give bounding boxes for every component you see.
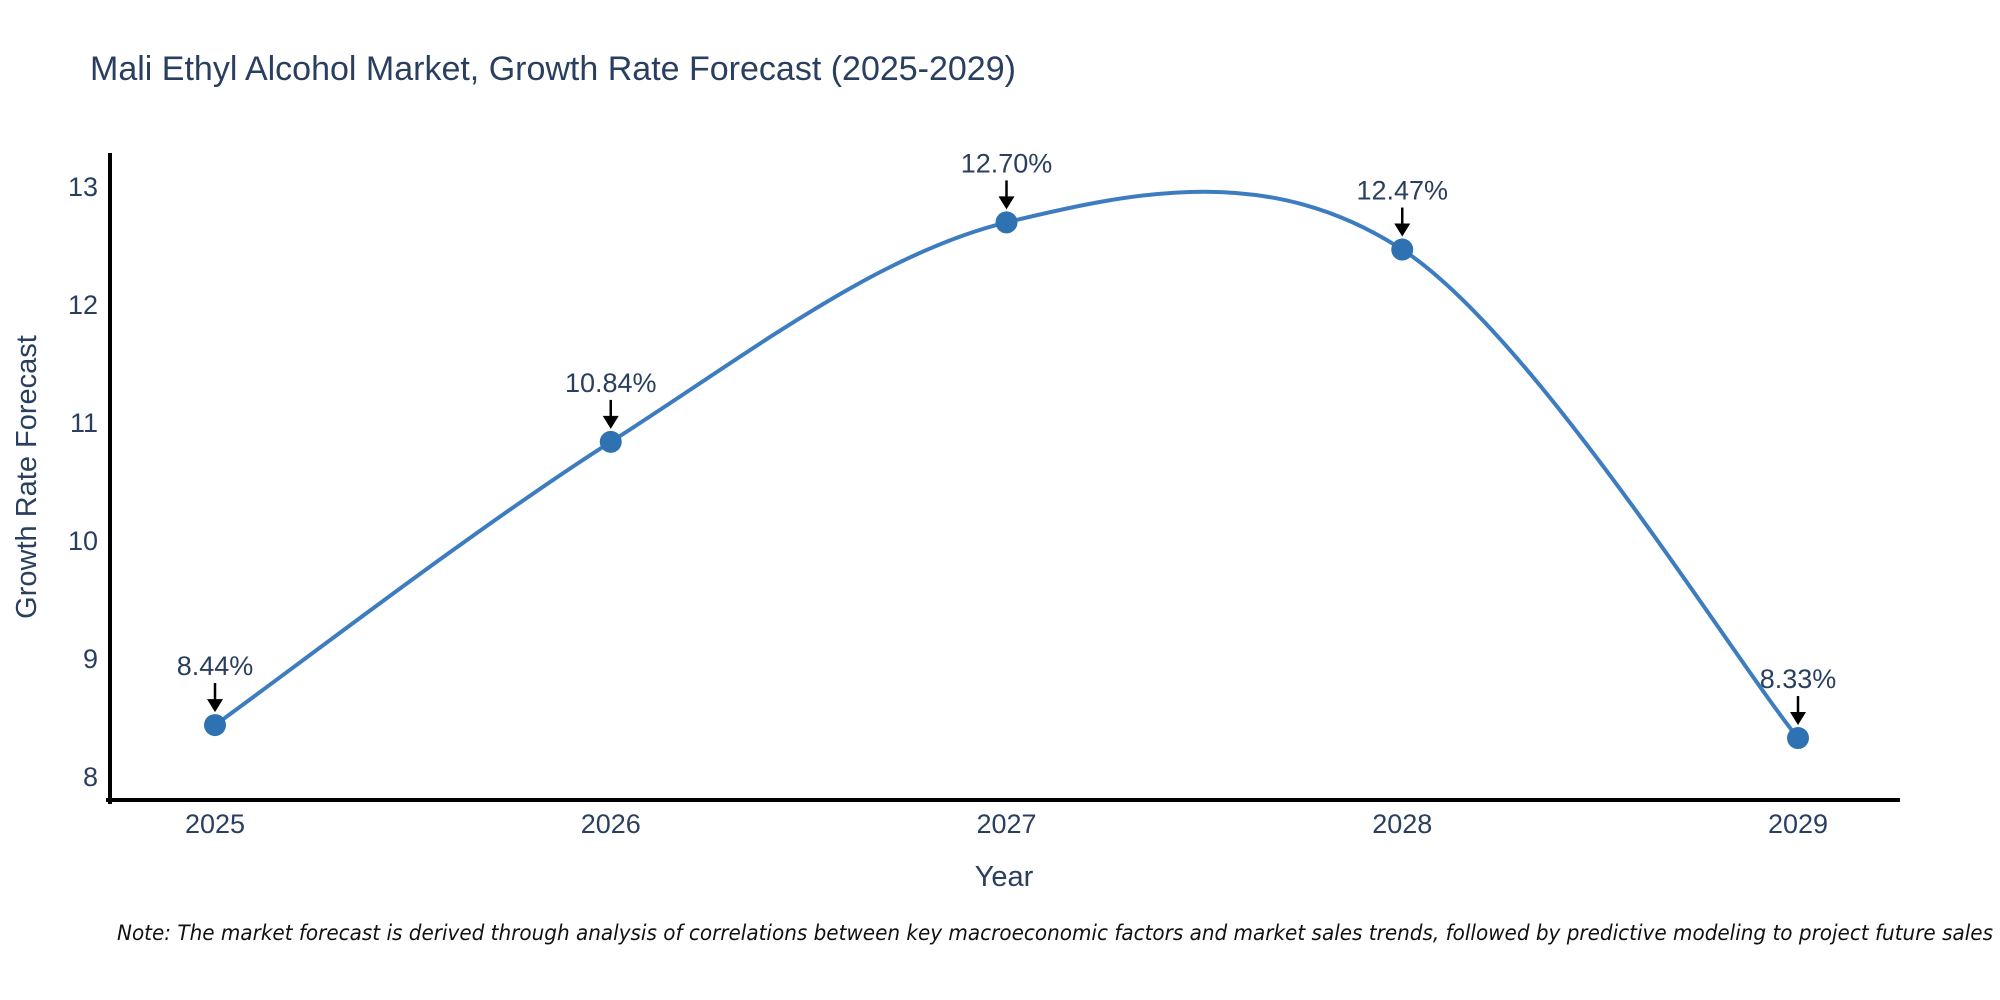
point-annotations: 8.44% 10.84% 12.70% 12.47% 8.33% — [177, 148, 1837, 726]
y-tick-label: 8 — [83, 762, 98, 792]
axes — [106, 153, 1900, 804]
annotation-arrow-head-icon — [1790, 712, 1806, 726]
point-annotation-label: 8.44% — [177, 651, 254, 681]
point-annotation: 10.84% — [565, 368, 657, 429]
x-tick-label: 2029 — [1768, 809, 1828, 839]
x-tick-label: 2026 — [581, 809, 641, 839]
point-annotation-label: 8.33% — [1760, 664, 1837, 694]
point-annotation: 8.44% — [177, 651, 254, 713]
annotation-arrow-head-icon — [602, 415, 619, 429]
y-tick-label: 10 — [68, 526, 98, 556]
data-point-marker — [599, 430, 622, 453]
footnote: Note: The market forecast is derived thr… — [117, 921, 1993, 945]
data-point-marker — [1787, 727, 1809, 750]
y-tick-label: 11 — [70, 408, 98, 438]
x-axis-label: Year — [975, 861, 1034, 893]
y-tick-label: 9 — [83, 644, 98, 674]
x-tick-label: 2025 — [185, 809, 245, 839]
chart-title: Mali Ethyl Alcohol Market, Growth Rate F… — [90, 50, 1016, 88]
y-axis-label: Growth Rate Forecast — [11, 335, 43, 619]
data-point-marker — [1391, 238, 1414, 261]
y-tick-label: 13 — [68, 172, 98, 202]
data-point-marker — [204, 714, 226, 737]
data-point-markers — [204, 211, 1809, 750]
point-annotation: 12.70% — [961, 148, 1053, 210]
data-point-marker — [995, 211, 1018, 234]
annotation-arrow-head-icon — [998, 196, 1015, 210]
point-annotation-label: 12.70% — [961, 148, 1053, 178]
y-tick-label: 12 — [68, 290, 98, 320]
forecast-spline-line — [213, 189, 1800, 741]
point-annotation: 12.47% — [1356, 176, 1448, 237]
x-tick-label: 2027 — [976, 809, 1036, 839]
point-annotation-label: 12.47% — [1356, 176, 1448, 206]
x-tick-label: 2028 — [1372, 809, 1432, 839]
y-axis-tick-labels: 8 9 10 11 12 13 — [68, 172, 98, 792]
annotation-arrow-head-icon — [1394, 223, 1411, 237]
x-axis-tick-labels: 2025 2026 2027 2028 2029 — [185, 809, 1828, 839]
point-annotation: 8.33% — [1760, 664, 1837, 726]
point-annotation-label: 10.84% — [565, 368, 657, 398]
annotation-arrow-head-icon — [207, 699, 223, 713]
